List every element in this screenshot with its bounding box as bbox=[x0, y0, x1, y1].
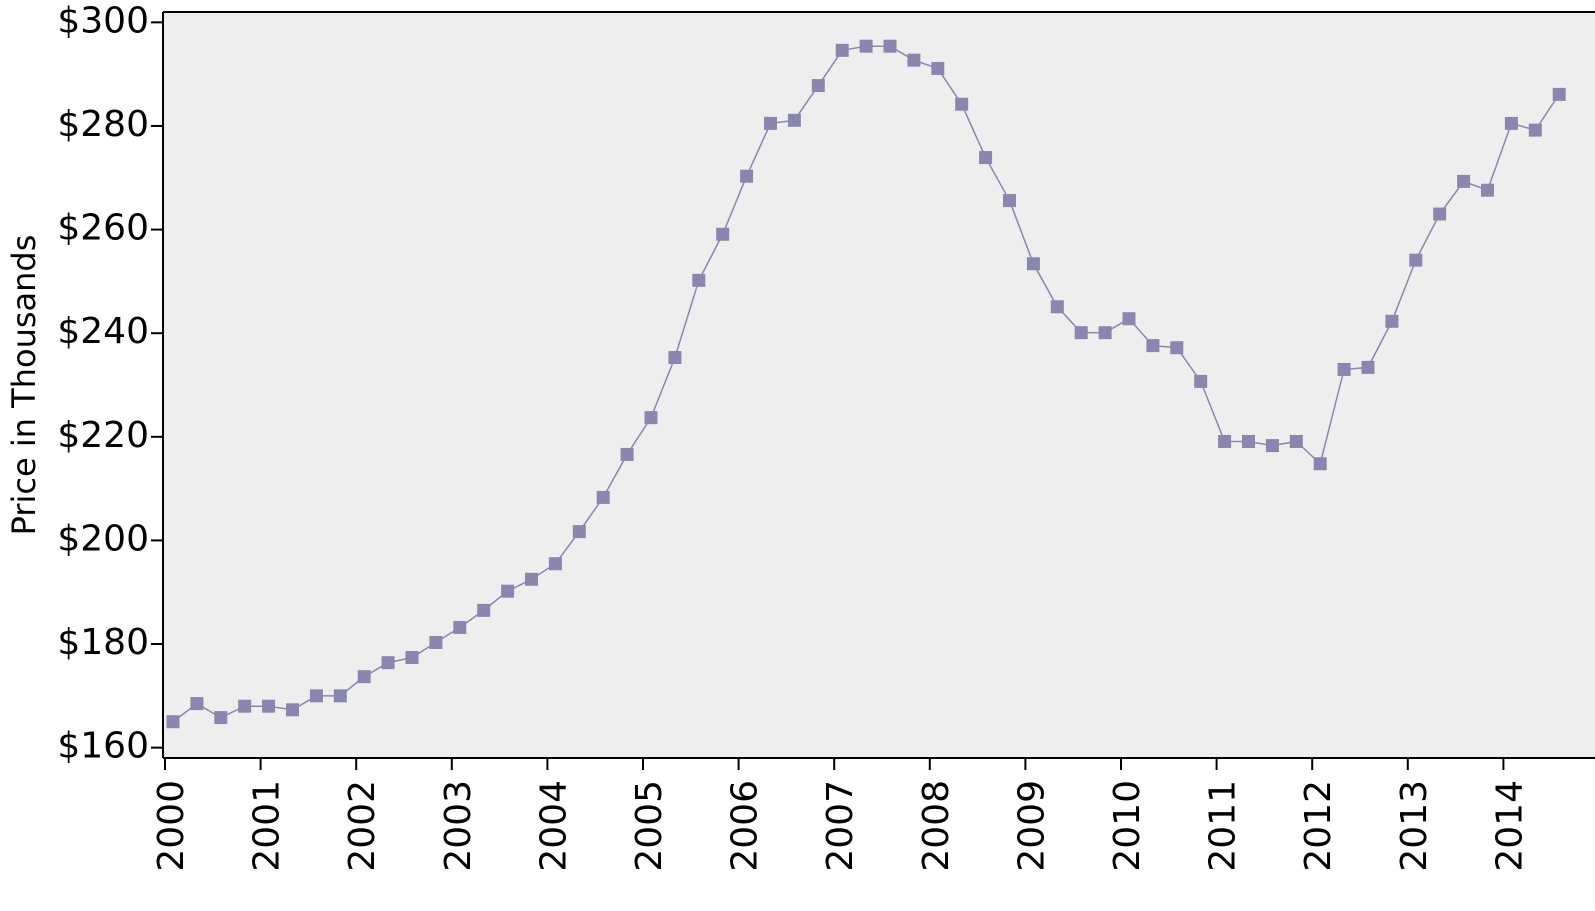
point bbox=[979, 151, 993, 165]
x-tick-label: 2002 bbox=[342, 780, 383, 872]
point bbox=[166, 715, 180, 729]
point bbox=[357, 670, 371, 684]
point bbox=[1218, 434, 1232, 448]
y-tick-label: $280 bbox=[57, 104, 149, 145]
y-tick-label: $160 bbox=[57, 726, 149, 767]
point bbox=[214, 711, 228, 725]
y-tick-label: $200 bbox=[57, 518, 149, 559]
x-tick-label: 2013 bbox=[1394, 780, 1435, 872]
point bbox=[477, 603, 491, 617]
x-tick-label: 2008 bbox=[916, 780, 957, 872]
point bbox=[931, 61, 945, 75]
point bbox=[1457, 174, 1471, 188]
x-tick-label: 2000 bbox=[151, 780, 192, 872]
x-tick-label: 2005 bbox=[629, 780, 670, 872]
point bbox=[525, 572, 538, 586]
point bbox=[501, 584, 515, 598]
point bbox=[262, 699, 276, 713]
point bbox=[1361, 360, 1375, 374]
point bbox=[1003, 194, 1016, 208]
point bbox=[429, 635, 443, 649]
point bbox=[1265, 439, 1279, 453]
point bbox=[1337, 362, 1351, 376]
y-axis-label: Price in Thousands bbox=[5, 235, 43, 536]
point bbox=[1074, 326, 1088, 340]
y-tick-label: $240 bbox=[57, 311, 149, 352]
point bbox=[1289, 434, 1303, 448]
y-tick-label: $220 bbox=[57, 415, 149, 456]
point bbox=[1170, 341, 1184, 355]
x-tick-label: 2012 bbox=[1298, 780, 1339, 872]
point bbox=[811, 79, 825, 93]
x-tick-label: 2010 bbox=[1107, 780, 1148, 872]
point bbox=[692, 273, 706, 287]
point bbox=[1481, 183, 1494, 197]
x-tick-label: 2006 bbox=[725, 780, 766, 872]
point bbox=[764, 116, 777, 130]
x-tick-label: 2011 bbox=[1203, 780, 1244, 872]
point bbox=[286, 703, 299, 717]
point bbox=[548, 557, 562, 571]
x-tick-label: 2004 bbox=[533, 780, 574, 872]
point bbox=[668, 351, 682, 365]
x-tick-label: 2003 bbox=[438, 780, 479, 872]
point bbox=[1098, 326, 1112, 340]
point bbox=[572, 525, 586, 539]
point bbox=[238, 699, 252, 713]
point bbox=[1146, 339, 1160, 353]
point bbox=[1385, 314, 1399, 328]
x-tick-label: 2001 bbox=[247, 780, 288, 872]
point bbox=[381, 656, 395, 670]
point bbox=[907, 53, 921, 67]
point bbox=[405, 650, 419, 664]
point bbox=[1194, 374, 1208, 388]
point bbox=[1552, 87, 1566, 101]
y-tick-label: $260 bbox=[57, 208, 149, 249]
x-tick-label: 2007 bbox=[820, 780, 861, 872]
point bbox=[859, 39, 873, 53]
point bbox=[1050, 300, 1064, 314]
point bbox=[740, 169, 754, 183]
plot-area bbox=[163, 12, 1595, 758]
point bbox=[787, 113, 801, 127]
point bbox=[955, 97, 969, 111]
point bbox=[453, 620, 467, 634]
point bbox=[1433, 207, 1447, 221]
y-tick-label: $300 bbox=[57, 0, 149, 41]
point bbox=[333, 689, 347, 703]
point bbox=[644, 411, 658, 425]
point bbox=[716, 227, 730, 241]
point bbox=[835, 43, 849, 57]
point bbox=[1242, 434, 1255, 448]
point bbox=[1313, 457, 1327, 471]
y-tick-label: $180 bbox=[57, 622, 149, 663]
point bbox=[883, 39, 897, 53]
point bbox=[1122, 312, 1136, 326]
point bbox=[596, 490, 610, 504]
point bbox=[1026, 257, 1040, 271]
point bbox=[190, 697, 204, 711]
point bbox=[1504, 116, 1518, 130]
point bbox=[309, 689, 323, 703]
point bbox=[1528, 123, 1542, 137]
x-tick-label: 2009 bbox=[1011, 780, 1052, 872]
point bbox=[1409, 253, 1423, 267]
x-tick-label: 2014 bbox=[1489, 780, 1530, 872]
point bbox=[620, 447, 634, 461]
